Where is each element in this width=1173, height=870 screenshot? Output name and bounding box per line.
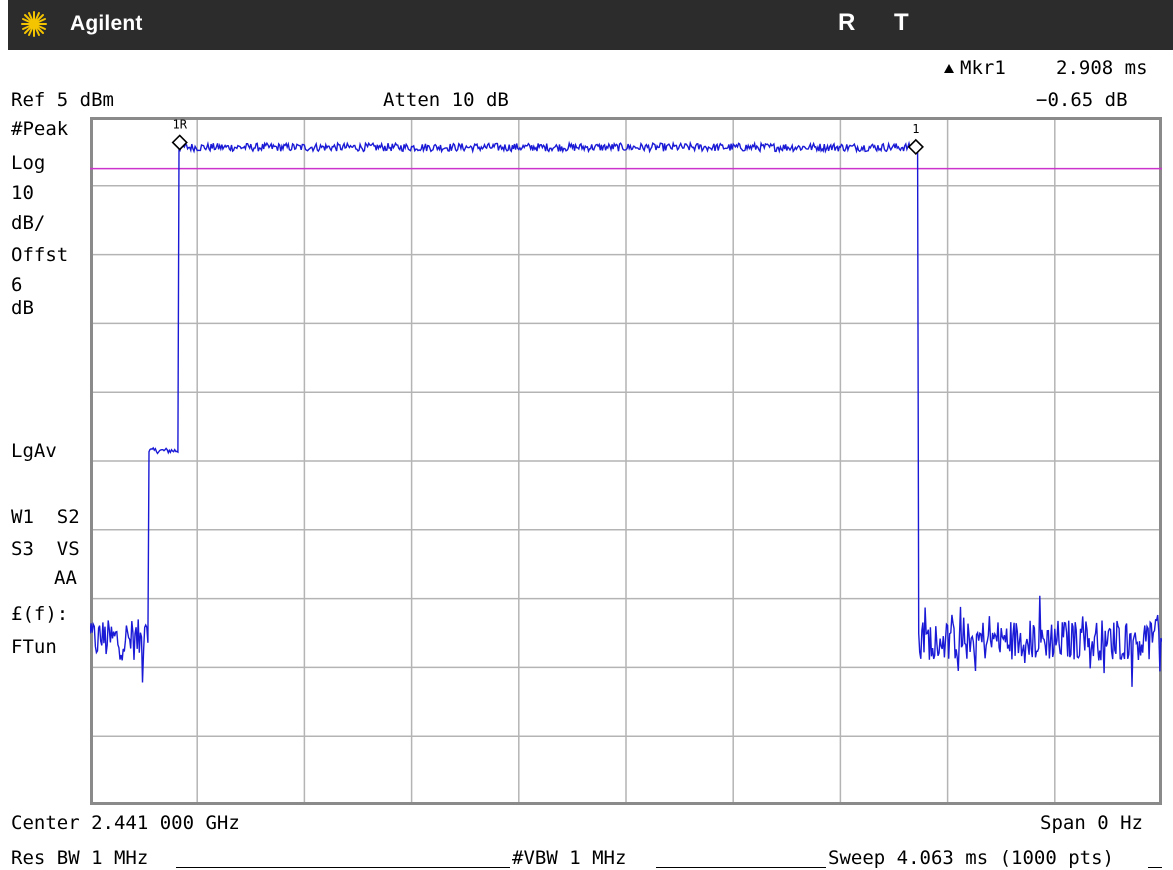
function-label: £(f):: [11, 603, 69, 625]
center-frequency: Center 2.441 000 GHz: [11, 812, 240, 834]
underline-sweep: [1148, 867, 1162, 868]
marker-label-2: 1: [912, 122, 919, 136]
offset-label: Offst: [11, 244, 69, 266]
scale-value: 10: [11, 182, 34, 204]
underline-rbw: [176, 867, 510, 868]
marker-diamond-2: [907, 138, 924, 156]
spectrum-chart: 1R 1: [90, 117, 1162, 805]
marker-time: 2.908 ms: [1056, 57, 1148, 79]
title-bar: Agilent R T: [8, 0, 1173, 50]
trigger-indicator: T: [894, 9, 909, 36]
scale-log: Log: [11, 152, 46, 174]
agilent-logo-icon: [21, 11, 47, 37]
span: Span 0 Hz: [1040, 812, 1143, 834]
underline-vbw: [656, 867, 826, 868]
resolution-bandwidth: Res BW 1 MHz: [11, 847, 149, 869]
remote-indicator: R: [838, 9, 856, 36]
offset-unit: dB: [11, 297, 34, 319]
function-value: FTun: [11, 636, 57, 658]
offset-value: 6: [11, 274, 23, 296]
attenuation: Atten 10 dB: [383, 89, 509, 111]
delta-icon: [944, 64, 954, 73]
trace-status-1: W1 S2: [11, 506, 80, 528]
marker-level: −0.65 dB: [1036, 89, 1128, 111]
trace-status-2: S3 VS: [11, 538, 80, 560]
average-type: LgAv: [11, 440, 57, 462]
graticule-border: [90, 117, 1162, 805]
video-bandwidth: #VBW 1 MHz: [512, 847, 627, 869]
scale-unit: dB/: [11, 212, 46, 234]
marker-label: Mkr1: [944, 57, 1006, 79]
marker-label-1: 1R: [172, 117, 187, 131]
brand-name: Agilent: [70, 12, 143, 35]
ref-level: Ref 5 dBm: [11, 89, 114, 111]
trace-line: [90, 140, 1162, 687]
marker-diamond-1: [171, 134, 188, 151]
sweep-time: Sweep 4.063 ms (1000 pts): [828, 847, 1114, 869]
detector-peak: #Peak: [11, 118, 69, 140]
trace-status-3: AA: [54, 567, 77, 589]
